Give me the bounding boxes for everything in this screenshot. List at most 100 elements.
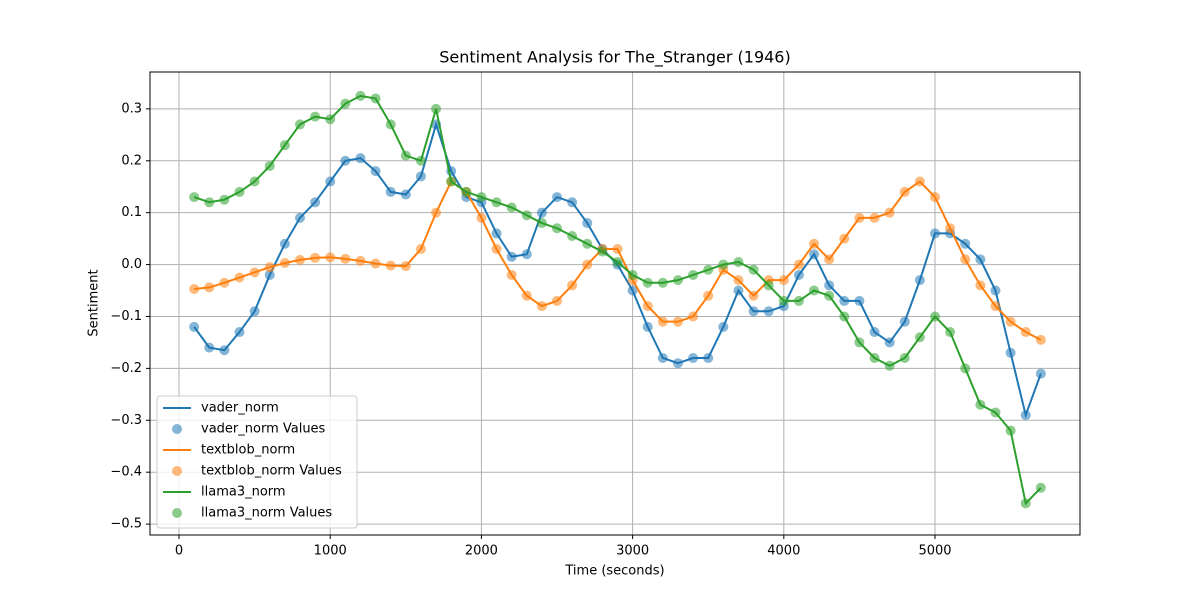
legend-label: textblob_norm Values bbox=[201, 464, 342, 479]
x-axis-label: Time (seconds) bbox=[564, 564, 664, 579]
data-point bbox=[642, 277, 653, 288]
data-point bbox=[930, 311, 941, 322]
data-point bbox=[839, 233, 850, 244]
data-point bbox=[597, 246, 608, 257]
x-tick-label: 0 bbox=[175, 544, 183, 559]
data-point bbox=[385, 260, 396, 271]
data-point bbox=[1020, 498, 1031, 509]
data-point bbox=[627, 269, 638, 280]
data-point bbox=[899, 316, 910, 327]
data-point bbox=[400, 261, 411, 272]
data-point bbox=[778, 295, 789, 306]
data-point bbox=[703, 264, 714, 275]
data-point bbox=[279, 238, 290, 249]
data-point bbox=[249, 306, 260, 317]
data-point bbox=[839, 311, 850, 322]
data-point bbox=[234, 186, 245, 197]
data-point bbox=[521, 290, 532, 301]
data-point bbox=[385, 119, 396, 130]
y-tick-label: 0.2 bbox=[121, 153, 142, 168]
data-point bbox=[733, 256, 744, 267]
data-point bbox=[748, 264, 759, 275]
data-point bbox=[854, 337, 865, 348]
data-point bbox=[688, 269, 699, 280]
x-tick-label: 5000 bbox=[918, 544, 951, 559]
legend-label: llama3_norm Values bbox=[201, 506, 332, 521]
data-point bbox=[960, 254, 971, 265]
data-point bbox=[672, 275, 683, 286]
data-point bbox=[703, 353, 714, 364]
data-point bbox=[748, 290, 759, 301]
data-point bbox=[400, 189, 411, 200]
y-tick-label: −0.5 bbox=[110, 517, 142, 532]
data-point bbox=[672, 316, 683, 327]
data-point bbox=[310, 197, 321, 208]
y-tick-label: 0.1 bbox=[121, 205, 142, 220]
data-point bbox=[506, 251, 517, 262]
data-point bbox=[642, 301, 653, 312]
data-point bbox=[869, 212, 880, 223]
data-point bbox=[567, 231, 578, 242]
data-point bbox=[990, 285, 1001, 296]
data-point bbox=[930, 228, 941, 239]
data-point bbox=[431, 207, 442, 218]
data-point bbox=[703, 290, 714, 301]
data-point bbox=[672, 358, 683, 369]
data-point bbox=[385, 186, 396, 197]
data-point bbox=[310, 111, 321, 122]
data-point bbox=[476, 192, 487, 203]
data-point bbox=[370, 166, 381, 177]
data-point bbox=[415, 243, 426, 254]
legend-label: textblob_norm bbox=[201, 443, 295, 458]
data-point bbox=[567, 280, 578, 291]
data-point bbox=[582, 218, 593, 229]
x-tick-label: 4000 bbox=[767, 544, 800, 559]
data-point bbox=[521, 249, 532, 260]
data-point bbox=[884, 337, 895, 348]
data-point bbox=[793, 259, 804, 270]
data-point bbox=[415, 171, 426, 182]
data-point bbox=[264, 262, 275, 273]
data-point bbox=[461, 186, 472, 197]
data-point bbox=[506, 202, 517, 213]
data-point bbox=[506, 269, 517, 280]
data-point bbox=[234, 327, 245, 338]
data-point bbox=[778, 275, 789, 286]
data-point bbox=[536, 301, 547, 312]
data-point bbox=[612, 243, 623, 254]
x-tick-label: 1000 bbox=[314, 544, 347, 559]
y-axis-label: Sentiment bbox=[87, 269, 102, 336]
data-point bbox=[370, 258, 381, 269]
data-point bbox=[733, 275, 744, 286]
data-point bbox=[355, 255, 366, 266]
data-point bbox=[294, 212, 305, 223]
data-point bbox=[990, 407, 1001, 418]
data-point bbox=[1035, 368, 1046, 379]
y-tick-label: −0.4 bbox=[110, 465, 142, 480]
data-point bbox=[325, 114, 336, 125]
data-point bbox=[945, 327, 956, 338]
data-point bbox=[1005, 316, 1016, 327]
data-point bbox=[688, 353, 699, 364]
data-point bbox=[1020, 410, 1031, 421]
data-point bbox=[582, 238, 593, 249]
data-point bbox=[431, 103, 442, 114]
data-point bbox=[552, 223, 563, 234]
data-point bbox=[491, 243, 502, 254]
plot-frame bbox=[149, 71, 1081, 536]
data-point bbox=[763, 280, 774, 291]
legend-label: vader_norm bbox=[201, 401, 279, 416]
data-point bbox=[627, 285, 638, 296]
data-point bbox=[249, 176, 260, 187]
data-point bbox=[975, 399, 986, 410]
legend: vader_norm vader_norm Values textblob_norm… bbox=[156, 395, 358, 529]
x-tick-label: 3000 bbox=[616, 544, 649, 559]
legend-marker bbox=[172, 424, 182, 434]
data-point bbox=[491, 197, 502, 208]
data-point bbox=[657, 277, 668, 288]
data-point bbox=[355, 90, 366, 101]
data-point bbox=[400, 150, 411, 161]
legend-label: vader_norm Values bbox=[201, 422, 326, 437]
data-point bbox=[552, 192, 563, 203]
y-tick-label: −0.3 bbox=[110, 413, 142, 428]
